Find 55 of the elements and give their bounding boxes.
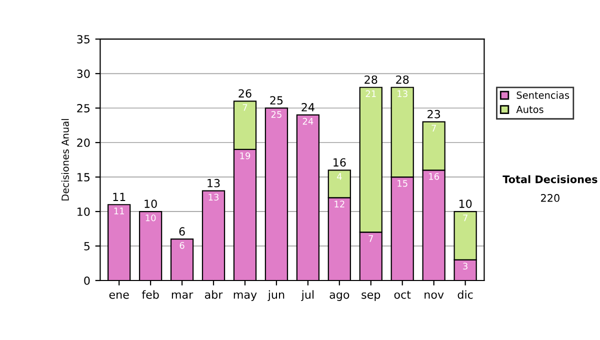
y-tick-label: 20 — [77, 138, 90, 147]
data-label: 25 — [271, 110, 282, 118]
legend-label: Sentencias — [516, 91, 570, 99]
total-label: 26 — [238, 89, 252, 98]
x-tick-label: ene — [109, 292, 129, 299]
y-tick-label: 35 — [77, 35, 90, 44]
text: 220 — [541, 194, 560, 202]
total-label: 10 — [144, 200, 157, 208]
total-label: 24 — [302, 103, 314, 112]
total-label: 10 — [459, 200, 472, 208]
y-tick-label: 0 — [84, 276, 90, 285]
y-tick-label: 30 — [77, 70, 90, 78]
data-label: 4 — [336, 173, 342, 180]
data-label: 7 — [242, 104, 248, 111]
total-label: 25 — [270, 96, 283, 105]
data-label: 11 — [114, 208, 124, 214]
total-label: 28 — [396, 75, 409, 84]
data-label: 7 — [463, 214, 468, 222]
total-label: 13 — [208, 178, 220, 188]
x-tick-label: sep — [362, 292, 380, 301]
total-label: 6 — [179, 227, 185, 236]
data-label: 7 — [368, 235, 373, 242]
data-label: 6 — [180, 242, 184, 249]
y-tick-label: 10 — [78, 208, 90, 216]
data-label: 13 — [208, 194, 219, 201]
data-label: 12 — [334, 200, 344, 208]
total-label: 11 — [113, 192, 126, 201]
legend-label: Autos — [516, 106, 544, 114]
data-label: 7 — [432, 124, 436, 132]
data-label: 16 — [429, 173, 440, 180]
total-label: 28 — [364, 75, 378, 84]
y-tick-label: 5 — [84, 242, 90, 250]
x-tick-label: abr — [204, 290, 223, 299]
x-tick-label: mar — [172, 292, 194, 299]
data-label: 21 — [366, 90, 376, 97]
text: Total Decisiones — [502, 175, 598, 184]
x-tick-label: nov — [424, 292, 444, 299]
x-tick-label: dic — [458, 290, 473, 299]
data-label: 10 — [146, 214, 156, 222]
data-label: 19 — [240, 152, 250, 160]
x-tick-label: may — [234, 292, 257, 301]
x-tick-label: jun — [268, 290, 284, 301]
total-label: 16 — [334, 158, 346, 167]
x-tick-label: feb — [142, 290, 159, 299]
y-tick-label: 25 — [77, 104, 90, 112]
y-axis-title: Decisiones Anual — [61, 119, 69, 200]
x-tick-label: ago — [330, 292, 350, 301]
data-label: 15 — [398, 180, 408, 187]
x-tick-label: jul — [301, 290, 314, 301]
data-label: 24 — [302, 118, 314, 125]
total-label: 23 — [428, 110, 440, 118]
y-tick-label: 15 — [78, 173, 90, 182]
data-label: 13 — [398, 90, 408, 98]
x-tick-label: oct — [394, 290, 411, 299]
data-label: 3 — [463, 262, 468, 270]
